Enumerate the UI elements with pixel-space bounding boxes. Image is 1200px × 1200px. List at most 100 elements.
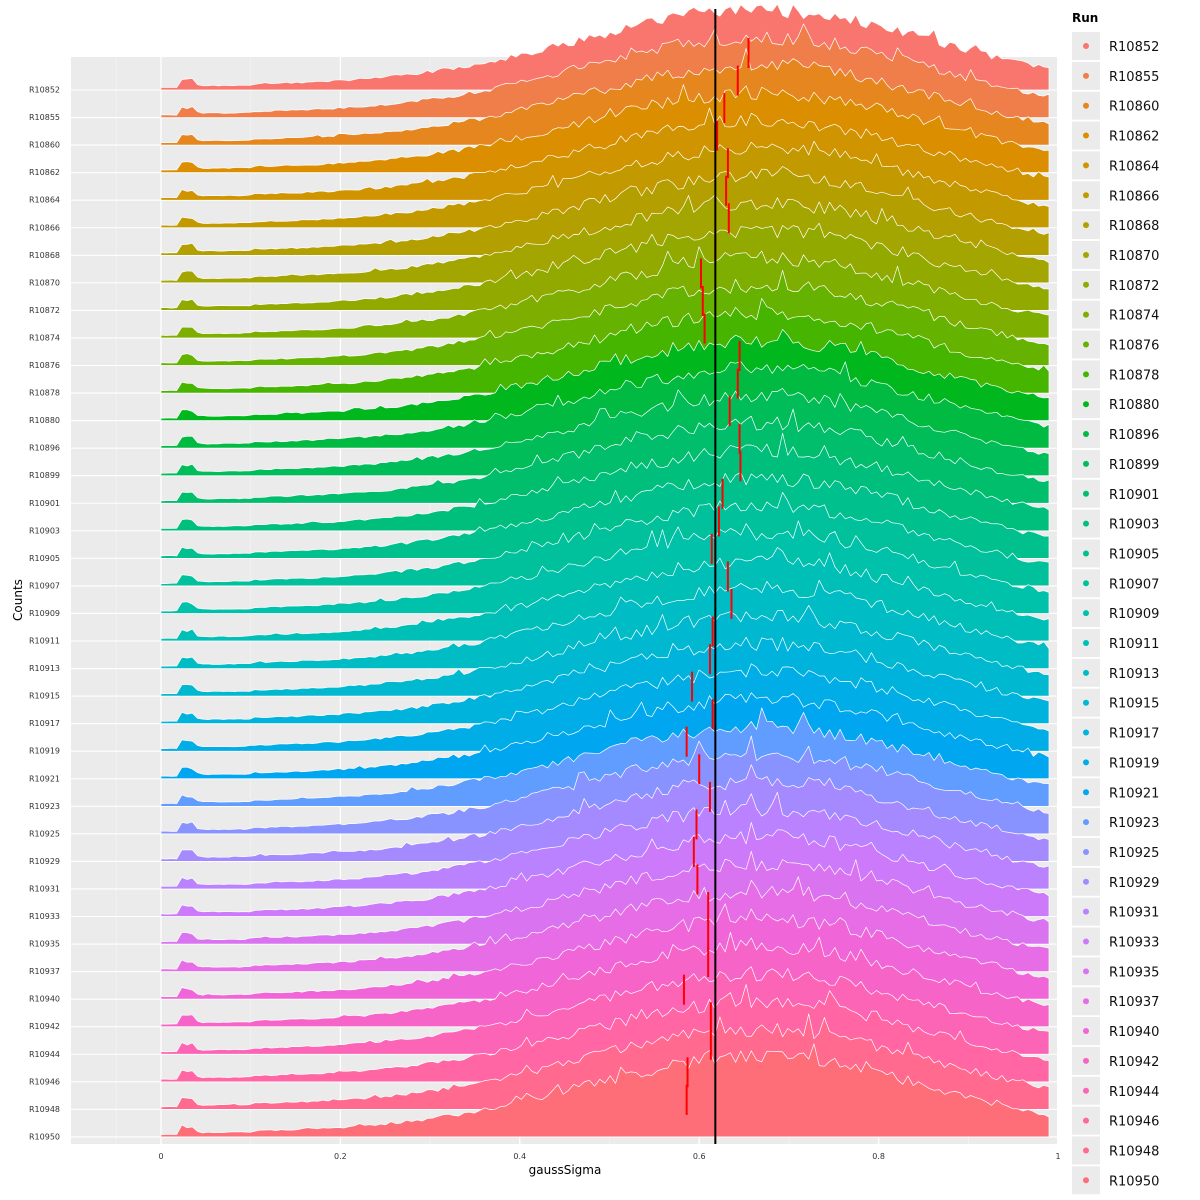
legend-label: R10852: [1109, 40, 1159, 55]
legend-label: R10911: [1109, 637, 1159, 652]
x-tick-label: 1: [1055, 1152, 1060, 1161]
legend-label: R10913: [1109, 667, 1159, 682]
y-tick-label: R10907: [29, 581, 60, 590]
legend-label: R10917: [1109, 727, 1159, 742]
legend-label: R10921: [1109, 786, 1159, 801]
legend-key-dot: [1083, 998, 1089, 1005]
legend-label: R10909: [1109, 607, 1159, 622]
y-tick-label: R10919: [29, 747, 60, 756]
legend-item: R10913: [1072, 658, 1159, 687]
legend-label: R10876: [1109, 339, 1159, 354]
y-tick-label: R10860: [29, 141, 60, 150]
x-axis-title: gaussSigma: [529, 1163, 602, 1177]
y-tick-label: R10855: [29, 113, 60, 122]
legend-label: R10931: [1109, 906, 1159, 921]
legend-label: R10866: [1109, 189, 1159, 204]
legend-key-dot: [1083, 580, 1089, 587]
legend-key-dot: [1083, 759, 1089, 766]
legend-item: R10944: [1072, 1076, 1159, 1105]
y-tick-label: R10933: [29, 912, 60, 921]
y-tick-label: R10866: [29, 223, 60, 232]
legend-item: R10907: [1072, 569, 1159, 598]
legend-title: Run: [1072, 11, 1098, 25]
y-tick-label: R10874: [29, 333, 60, 342]
legend-label: R10896: [1109, 428, 1159, 443]
legend-label: R10933: [1109, 936, 1159, 951]
y-tick-label: R10935: [29, 940, 60, 949]
y-tick-label: R10901: [29, 499, 60, 508]
y-tick-label: R10880: [29, 416, 60, 425]
legend-key-dot: [1083, 460, 1089, 467]
legend-label: R10901: [1109, 488, 1159, 503]
y-tick-labels: R10852 R10855 R10860 R10862 R10864 R10866 R108…: [29, 86, 60, 1142]
y-tick-label: R10876: [29, 361, 60, 370]
legend-key-dot: [1083, 520, 1089, 527]
y-tick-label: R10917: [29, 719, 60, 728]
legend-key-dot: [1083, 848, 1089, 855]
legend-key-dot: [1083, 819, 1089, 826]
legend-item: R10872: [1072, 270, 1159, 299]
legend-item: R10905: [1072, 539, 1159, 568]
legend-label: R10919: [1109, 756, 1159, 771]
y-tick-label: R10868: [29, 251, 60, 260]
legend-item: R10880: [1072, 390, 1159, 419]
legend-item: R10942: [1072, 1046, 1159, 1075]
y-tick-label: R10929: [29, 857, 60, 866]
legend-item: R10870: [1072, 240, 1159, 269]
legend-item: R10852: [1072, 32, 1159, 60]
legend-label: R10874: [1109, 309, 1159, 324]
legend-item: R10917: [1072, 718, 1159, 747]
legend-key-dot: [1083, 640, 1089, 646]
legend-key-dot: [1083, 341, 1089, 348]
legend-item: R10933: [1072, 927, 1159, 956]
legend-key-dot: [1083, 132, 1089, 139]
legend-item: R10915: [1072, 688, 1159, 717]
legend-label: R10905: [1109, 547, 1159, 562]
y-tick-label: R10905: [29, 554, 60, 563]
y-tick-label: R10909: [29, 609, 60, 618]
y-tick-label: R10864: [29, 196, 60, 205]
legend-item: R10946: [1072, 1106, 1159, 1135]
legend-item: R10929: [1072, 867, 1159, 896]
y-tick-label: R10950: [29, 1132, 60, 1141]
legend-item: R10866: [1072, 181, 1159, 210]
y-tick-label: R10923: [29, 802, 60, 811]
legend-key-dot: [1083, 1177, 1089, 1184]
legend-key-dot: [1083, 371, 1089, 378]
legend-label: R10903: [1109, 518, 1159, 533]
legend-key-dot: [1083, 938, 1089, 945]
y-tick-label: R10921: [29, 774, 60, 783]
legend-item: R10919: [1072, 748, 1159, 777]
ridges: [160, 3, 1050, 1138]
legend-item: R10876: [1072, 330, 1159, 359]
legend-key-dot: [1083, 43, 1089, 49]
y-tick-label: R10931: [29, 884, 60, 893]
legend-label: R10864: [1109, 159, 1159, 174]
legend-label: R10940: [1109, 1025, 1159, 1040]
legend-label: R10944: [1109, 1085, 1159, 1100]
legend-item: R10868: [1072, 211, 1159, 240]
legend-item: R10899: [1072, 449, 1159, 478]
legend-key-dot: [1083, 878, 1089, 885]
legend-label: R10862: [1109, 130, 1159, 145]
legend-label: R10950: [1109, 1174, 1159, 1189]
legend-label: R10948: [1109, 1144, 1159, 1159]
y-tick-label: R10911: [29, 637, 60, 646]
legend-key-dot: [1083, 311, 1089, 318]
legend-label: R10923: [1109, 816, 1159, 831]
legend-label: R10868: [1109, 219, 1159, 234]
legend-label: R10915: [1109, 697, 1159, 712]
legend-item: R10931: [1072, 897, 1159, 926]
y-tick-label: R10852: [29, 86, 60, 95]
x-tick-label: 0.2: [334, 1152, 347, 1161]
legend-key-dot: [1083, 162, 1089, 169]
legend-key-dot: [1083, 222, 1089, 229]
legend-item: R10878: [1072, 360, 1159, 389]
legend-key-dot: [1083, 789, 1089, 796]
legend-label: R10937: [1109, 995, 1159, 1010]
y-tick-label: R10913: [29, 664, 60, 673]
legend-label: R10925: [1109, 846, 1159, 861]
legend-key-dot: [1083, 401, 1089, 408]
legend-label: R10942: [1109, 1055, 1159, 1070]
